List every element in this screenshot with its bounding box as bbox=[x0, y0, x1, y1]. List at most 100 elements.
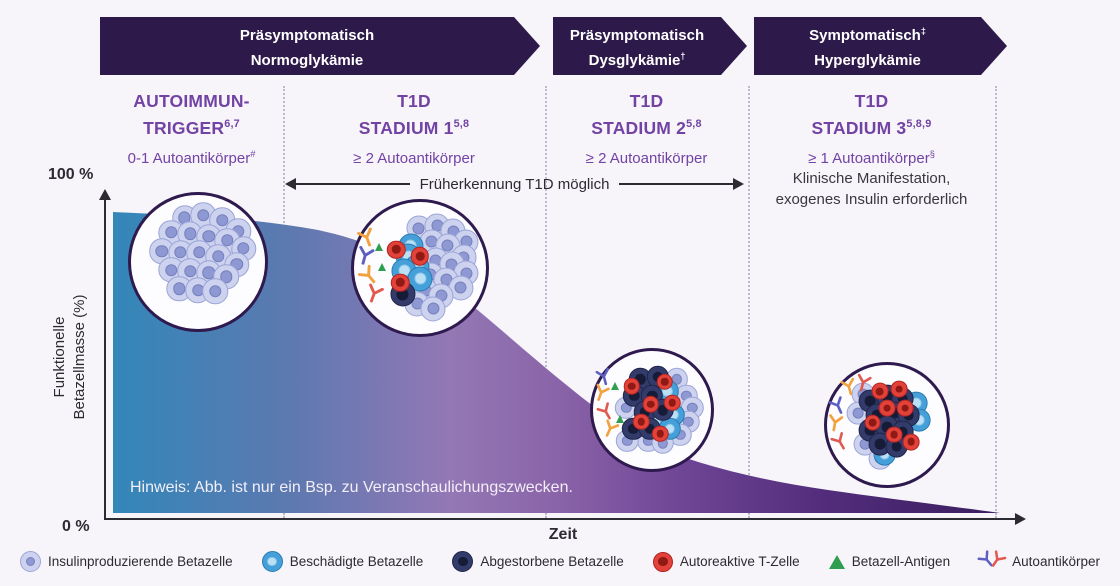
tcell-cell-icon bbox=[390, 273, 410, 292]
autoantibody-icon bbox=[827, 395, 849, 417]
column-title: STADIUM 25,8 bbox=[591, 117, 702, 138]
banner-presymptomatic-dysglycemia: Präsymptomatisch Dysglykämie† bbox=[553, 17, 747, 75]
legend-label: Abgestorbene Betazelle bbox=[480, 554, 624, 569]
column-title: T1D bbox=[854, 90, 889, 111]
tcell-cell-icon bbox=[902, 433, 920, 451]
legend-item: Abgestorbene Betazelle bbox=[452, 551, 624, 572]
tcell-cell-icon bbox=[896, 399, 914, 417]
antigen-icon bbox=[377, 262, 386, 271]
autoantibody-icon bbox=[356, 263, 382, 289]
banner-line2: Normoglykämie bbox=[250, 52, 364, 69]
legend-label: Autoantikörper bbox=[1012, 554, 1100, 569]
autoantibody-icon bbox=[829, 430, 852, 453]
column-title: STADIUM 35,8,9 bbox=[811, 117, 932, 138]
autoantibody-icon bbox=[838, 376, 859, 397]
healthy-cell-icon bbox=[20, 551, 41, 572]
y-axis-min-label: 0 % bbox=[62, 518, 90, 535]
legend-item: Betazell-Antigen bbox=[828, 554, 951, 569]
y-axis-arrow-icon bbox=[99, 189, 111, 200]
healthy-cell-icon bbox=[420, 296, 446, 322]
chart-disclaimer-note: Hinweis: Abb. ist nur ein Bsp. zu Verans… bbox=[130, 479, 573, 496]
tcell-cell-icon bbox=[656, 373, 674, 390]
column-t1d-stage-2: T1D STADIUM 25,8 ≥ 2 Autoantikörper bbox=[545, 86, 748, 167]
autoantibody-icon bbox=[355, 226, 379, 250]
autoantibody-icon bbox=[826, 413, 845, 432]
antigen-icon bbox=[611, 382, 620, 391]
legend: Insulinproduzierende Betazelle Beschädig… bbox=[0, 549, 1120, 572]
column-title: T1D bbox=[629, 90, 664, 111]
banner-line2: Hyperglykämie bbox=[814, 52, 921, 69]
tcell-cell-icon bbox=[410, 246, 430, 266]
autoantibody-icon bbox=[362, 283, 386, 307]
stage-separator bbox=[995, 86, 997, 518]
autoantibody-icon bbox=[353, 245, 376, 268]
islet-circle-stage3 bbox=[824, 362, 950, 488]
autoantibody-icon bbox=[853, 373, 874, 394]
banner-line1: Symptomatisch‡ bbox=[809, 26, 926, 44]
antigen-icon bbox=[828, 554, 845, 569]
banner-line1: Präsymptomatisch bbox=[239, 27, 375, 44]
legend-item: Autoantikörper bbox=[977, 549, 1100, 572]
legend-label: Betazell-Antigen bbox=[851, 554, 951, 569]
damaged-cell-icon bbox=[261, 551, 283, 572]
tcell-cell-icon bbox=[885, 426, 903, 443]
column-autoantibody-count: ≥ 2 Autoantikörper bbox=[585, 149, 708, 167]
column-title: T1D bbox=[397, 90, 431, 111]
banner-line2: Dysglykämie† bbox=[588, 51, 686, 69]
tcell-cell-icon bbox=[663, 394, 681, 412]
legend-label: Beschädigte Betazelle bbox=[289, 554, 424, 569]
arrow-right-icon bbox=[619, 178, 744, 190]
autoantibody-icon bbox=[593, 367, 613, 387]
tcell-cell-icon bbox=[387, 240, 406, 259]
column-autoantibody-count: ≥ 2 Autoantikörper bbox=[353, 149, 475, 167]
autoantibody-icon bbox=[595, 401, 618, 424]
x-axis bbox=[104, 518, 1017, 520]
healthy-cell-icon bbox=[202, 278, 229, 305]
tcell-cell-icon bbox=[633, 413, 650, 431]
tcell-cell-icon bbox=[878, 399, 896, 417]
y-axis bbox=[104, 199, 106, 518]
column-title: AUTOIMMUN- bbox=[133, 90, 250, 111]
column-autoimmune-trigger: AUTOIMMUN- TRIGGER6,7 0-1 Autoantikörper… bbox=[100, 86, 283, 167]
column-t1d-stage-3: T1D STADIUM 35,8,9 ≥ 1 Autoantikörper§ bbox=[748, 86, 995, 167]
legend-label: Autoreaktive T-Zelle bbox=[679, 554, 800, 569]
tcell-cell-icon bbox=[642, 395, 660, 413]
clinical-manifestation-note: Klinische Manifestation, exogenes Insuli… bbox=[775, 170, 968, 208]
stage-separator bbox=[748, 86, 750, 518]
early-detection-label: Früherkennung T1D möglich bbox=[419, 175, 610, 193]
tcell-cell-icon bbox=[623, 378, 641, 395]
early-detection-range: Früherkennung T1D möglich bbox=[285, 175, 744, 193]
autoantibody-icon bbox=[599, 418, 621, 440]
islet-circle-stage2 bbox=[590, 348, 714, 472]
column-autoantibody-count: ≥ 1 Autoantikörper§ bbox=[808, 148, 935, 167]
antibody-icon bbox=[977, 549, 1007, 572]
beta-cell-mass-area-chart bbox=[113, 212, 1000, 513]
banner-line1: Präsymptomatisch bbox=[569, 27, 705, 44]
column-title: STADIUM 15,8 bbox=[358, 117, 470, 138]
column-title: TRIGGER6,7 bbox=[143, 117, 240, 138]
banner-presymptomatic-normoglycemia: Präsymptomatisch Normoglykämie bbox=[100, 17, 540, 75]
arrow-left-icon bbox=[285, 178, 410, 190]
stage-separator bbox=[545, 86, 547, 518]
tcell-cell-icon bbox=[890, 380, 908, 398]
banner-symptomatic-hyperglycemia: Symptomatisch‡ Hyperglykämie bbox=[754, 17, 1007, 75]
islet-circle-healthy bbox=[128, 192, 268, 332]
tcell-cell-icon bbox=[864, 414, 881, 431]
y-axis-max-label: 100 % bbox=[48, 166, 94, 183]
y-axis-label: Funktionelle Betazellmasse (%) bbox=[51, 294, 88, 420]
legend-item: Autoreaktive T-Zelle bbox=[652, 551, 800, 572]
column-t1d-stage-1: T1D STADIUM 15,8 ≥ 2 Autoantikörper bbox=[283, 86, 545, 167]
tcell-cell-icon bbox=[651, 425, 669, 442]
antigen-icon bbox=[616, 415, 625, 424]
antigen-icon bbox=[375, 242, 384, 251]
dead-cell-icon bbox=[452, 551, 474, 572]
column-autoantibody-count: 0-1 Autoantikörper# bbox=[127, 148, 256, 167]
healthy-cell-icon bbox=[448, 275, 474, 301]
islet-circle-stage1 bbox=[351, 199, 489, 337]
x-axis-arrow-icon bbox=[1015, 513, 1026, 525]
legend-item: Beschädigte Betazelle bbox=[261, 551, 424, 572]
tcell-cell-icon bbox=[871, 382, 889, 400]
t-cell-icon bbox=[652, 551, 673, 572]
legend-item: Insulinproduzierende Betazelle bbox=[20, 551, 233, 572]
autoantibody-icon bbox=[591, 383, 612, 404]
